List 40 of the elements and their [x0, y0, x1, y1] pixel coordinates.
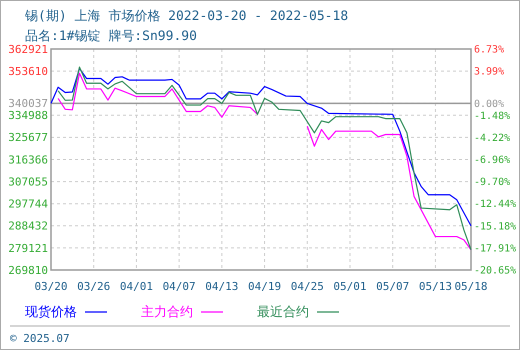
- x-tick-label: 04/01: [120, 280, 153, 293]
- x-tick-label: 05/18: [454, 280, 488, 293]
- y-tick-label: 325677: [8, 131, 48, 144]
- x-tick-label: 04/19: [248, 280, 282, 293]
- y2-tick-label: -12.44%: [474, 199, 516, 210]
- y2-tick-label: -1.48%: [474, 110, 510, 122]
- x-tick-label: 04/25: [290, 280, 324, 293]
- y-tick-label: 362921: [8, 42, 48, 56]
- y-tick-label: 340037: [8, 97, 48, 110]
- x-tick-label: 03/20: [34, 280, 68, 293]
- y2-tick-label: 0.00%: [474, 98, 504, 110]
- x-tick-label: 05/07: [376, 280, 410, 293]
- y-tick-label: 269810: [8, 264, 48, 277]
- line-series: [50, 68, 472, 226]
- y2-tick-label: -17.91%: [474, 243, 516, 254]
- legend-label: 主力合约: [141, 304, 193, 320]
- y-tick-label: 288432: [8, 220, 48, 233]
- x-tick-label: 05/01: [333, 280, 367, 293]
- y2-tick-label: 6.73%: [474, 44, 504, 56]
- y2-tick-label: 3.99%: [474, 66, 504, 78]
- legend-label: 现货价格: [25, 305, 77, 320]
- y2-tick-label: -15.18%: [474, 221, 516, 232]
- y-tick-label: 297744: [8, 198, 48, 211]
- y-tick-label: 334988: [8, 109, 48, 122]
- y-tick-label: 316366: [8, 153, 48, 166]
- y2-tick-label: -9.70%: [474, 177, 510, 188]
- chart-subtitle: 品名:1#锡锭 牌号:Sn99.90: [25, 29, 197, 44]
- chart-title: 锡(期) 上海 市场价格 2022-03-20 - 2022-05-18: [24, 9, 348, 24]
- y2-tick-label: -6.96%: [474, 155, 510, 166]
- y2-tick-label: -20.65%: [474, 266, 516, 276]
- text: © 2025.07: [10, 332, 70, 345]
- y-tick-label: 307055: [8, 175, 48, 188]
- x-tick-label: 04/13: [205, 280, 238, 293]
- x-tick-label: 05/13: [418, 280, 452, 293]
- y-tick-label: 353610: [8, 64, 48, 78]
- x-tick-label: 03/26: [77, 280, 110, 293]
- y-tick-label: 279121: [8, 242, 48, 255]
- y2-tick-label: -4.22%: [474, 132, 510, 144]
- legend-label: 最近合约: [257, 305, 309, 320]
- x-tick-label: 04/07: [162, 280, 196, 293]
